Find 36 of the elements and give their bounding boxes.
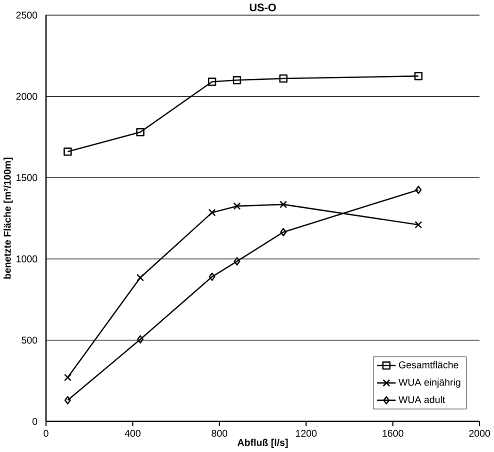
- point: [234, 257, 240, 266]
- x-axis-title: Abfluß [l/s]: [238, 439, 288, 448]
- legend-label: WUA adult: [398, 396, 446, 404]
- y-tick-label: 1500: [16, 174, 38, 182]
- y-tick-label: 500: [22, 336, 38, 344]
- y-tick-label: 0: [32, 418, 38, 426]
- x-tick-label: 800: [212, 430, 228, 438]
- point: [137, 335, 144, 344]
- point: [64, 396, 71, 405]
- point: [64, 148, 72, 156]
- point: [208, 78, 216, 86]
- point: [279, 74, 288, 83]
- x-tick-label: 1200: [296, 430, 317, 438]
- point: [208, 272, 216, 282]
- y-tick-label: 2500: [16, 12, 38, 19]
- chart-title: US-O: [250, 4, 276, 12]
- point: [64, 374, 72, 382]
- point: [280, 228, 287, 236]
- point: [208, 209, 216, 217]
- point: [415, 186, 422, 194]
- x-tick-label: 2000: [469, 430, 490, 438]
- point: [136, 128, 144, 136]
- y-tick-label: 2000: [16, 93, 38, 100]
- point: [233, 202, 241, 210]
- point: [414, 72, 423, 80]
- point: [232, 76, 242, 84]
- point: [136, 274, 144, 282]
- point: [414, 221, 422, 229]
- x-tick-label: 400: [124, 430, 140, 438]
- y-tick-label: 1000: [16, 256, 38, 263]
- x-tick-label: 0: [44, 430, 48, 438]
- x-tick-label: 1600: [382, 430, 404, 438]
- point: [280, 200, 288, 208]
- legend-label: WUA einjährig: [398, 378, 460, 388]
- legend-label: Gesamtfläche: [398, 361, 458, 369]
- y-axis-title: benetzte Fläche [m²/100m]: [4, 158, 13, 279]
